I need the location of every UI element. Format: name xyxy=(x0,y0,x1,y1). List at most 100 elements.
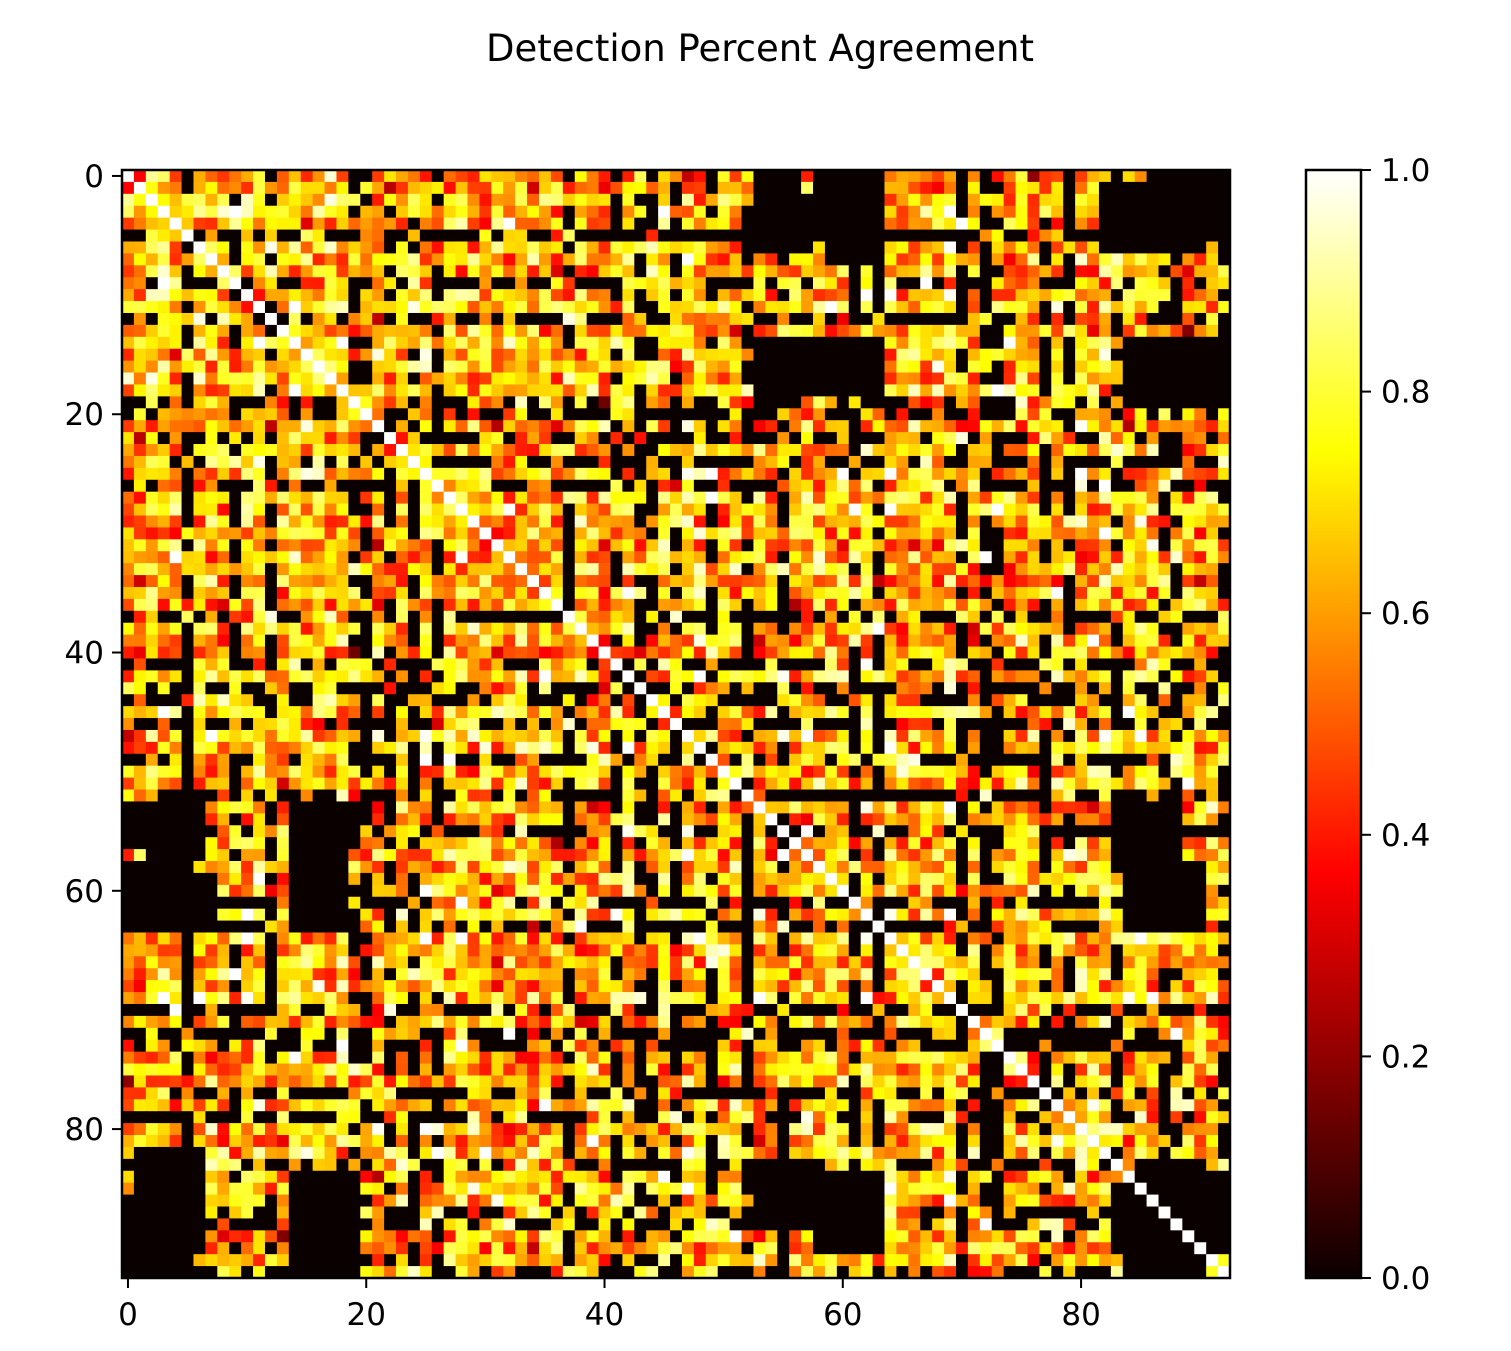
heatmap-cell xyxy=(169,444,183,457)
heatmap-cell xyxy=(253,694,266,707)
heatmap-cell xyxy=(1075,753,1088,767)
heatmap-cell xyxy=(372,765,385,779)
heatmap-cell xyxy=(1027,658,1040,671)
heatmap-cell xyxy=(396,277,409,290)
heatmap-cell xyxy=(646,467,659,481)
heatmap-cell xyxy=(122,241,135,254)
heatmap-cell xyxy=(384,229,397,243)
heatmap-cell xyxy=(705,444,719,457)
heatmap-cell xyxy=(1122,670,1136,683)
heatmap-cell xyxy=(503,646,516,660)
heatmap-cell xyxy=(491,312,504,326)
heatmap-cell xyxy=(145,301,159,314)
heatmap-cell xyxy=(1122,444,1136,457)
heatmap-cell xyxy=(813,670,826,683)
heatmap-cell xyxy=(145,408,159,421)
heatmap-cell xyxy=(133,312,147,326)
heatmap-cell xyxy=(991,789,1005,803)
heatmap-cell xyxy=(491,408,504,421)
heatmap-cell xyxy=(515,372,528,386)
heatmap-cell xyxy=(908,289,921,302)
heatmap-cell xyxy=(860,682,874,695)
heatmap-cell xyxy=(384,444,397,457)
heatmap-cell xyxy=(264,622,278,636)
heatmap-cell xyxy=(384,170,397,183)
heatmap-cell xyxy=(717,718,731,731)
heatmap-cell xyxy=(777,170,790,183)
heatmap-cell xyxy=(419,336,433,350)
heatmap-cell xyxy=(348,682,361,695)
heatmap-cell xyxy=(253,193,266,207)
heatmap-cell xyxy=(1039,765,1052,779)
heatmap-cell xyxy=(729,753,743,767)
heatmap-cell xyxy=(705,706,719,719)
heatmap-cell xyxy=(574,741,588,755)
heatmap-cell xyxy=(1206,205,1219,219)
heatmap-cell xyxy=(348,741,361,755)
heatmap-cell xyxy=(253,491,266,505)
heatmap-cell xyxy=(932,455,945,469)
heatmap-cell xyxy=(205,598,218,612)
heatmap-cell xyxy=(967,301,981,314)
heatmap-cell xyxy=(896,753,909,767)
heatmap-cell xyxy=(813,682,826,695)
heatmap-cell xyxy=(253,503,266,517)
heatmap-cell xyxy=(1003,205,1017,219)
heatmap-cell xyxy=(157,563,171,576)
heatmap-cell xyxy=(550,372,564,386)
heatmap-cell xyxy=(217,765,230,779)
heatmap-cell xyxy=(312,277,326,290)
heatmap-cell xyxy=(217,718,230,731)
heatmap-cell xyxy=(1087,455,1100,469)
heatmap-cell xyxy=(729,277,743,290)
heatmap-cell xyxy=(229,170,242,183)
heatmap-cell xyxy=(455,301,469,314)
heatmap-cell xyxy=(967,336,981,350)
heatmap-cell xyxy=(753,181,766,195)
heatmap-cell xyxy=(443,253,457,266)
heatmap-cell xyxy=(1146,444,1160,457)
heatmap-cell xyxy=(896,789,909,803)
heatmap-cell xyxy=(729,455,743,469)
heatmap-cell xyxy=(1075,789,1088,803)
heatmap-cell xyxy=(527,610,540,624)
heatmap-cell xyxy=(670,527,683,540)
heatmap-cell xyxy=(384,563,397,576)
heatmap-cell xyxy=(538,706,552,719)
heatmap-cell xyxy=(1218,765,1231,779)
heatmap-cell xyxy=(372,575,385,588)
heatmap-cell xyxy=(1098,670,1112,683)
heatmap-cell xyxy=(920,205,933,219)
heatmap-cell xyxy=(801,741,814,755)
heatmap-cell xyxy=(122,420,135,433)
heatmap-cell xyxy=(896,741,909,755)
heatmap-cell xyxy=(1027,539,1040,552)
heatmap-cell xyxy=(634,575,647,588)
heatmap-cell xyxy=(384,217,397,231)
heatmap-cell xyxy=(896,491,909,505)
heatmap-cell xyxy=(634,765,647,779)
heatmap-cell xyxy=(503,610,516,624)
heatmap-cell xyxy=(705,741,719,755)
heatmap-cell xyxy=(253,348,266,362)
heatmap-cell xyxy=(503,229,516,243)
heatmap-cell xyxy=(824,444,838,457)
heatmap-cell xyxy=(193,181,206,195)
heatmap-cell xyxy=(1051,622,1064,636)
heatmap-cell xyxy=(848,729,862,743)
heatmap-cell xyxy=(967,718,981,731)
heatmap-cell xyxy=(324,444,338,457)
heatmap-cell xyxy=(455,777,469,791)
heatmap-cell xyxy=(515,765,528,779)
heatmap-cell xyxy=(455,265,469,278)
heatmap-cell xyxy=(312,217,326,231)
heatmap-cell xyxy=(884,634,897,648)
heatmap-cell xyxy=(491,598,504,612)
heatmap-cell xyxy=(336,336,349,350)
heatmap-cell xyxy=(276,777,290,791)
heatmap-cell xyxy=(312,253,326,266)
heatmap-cell xyxy=(622,432,635,445)
heatmap-cell xyxy=(1051,777,1064,791)
heatmap-cell xyxy=(491,539,504,552)
heatmap-cell xyxy=(1206,694,1219,707)
